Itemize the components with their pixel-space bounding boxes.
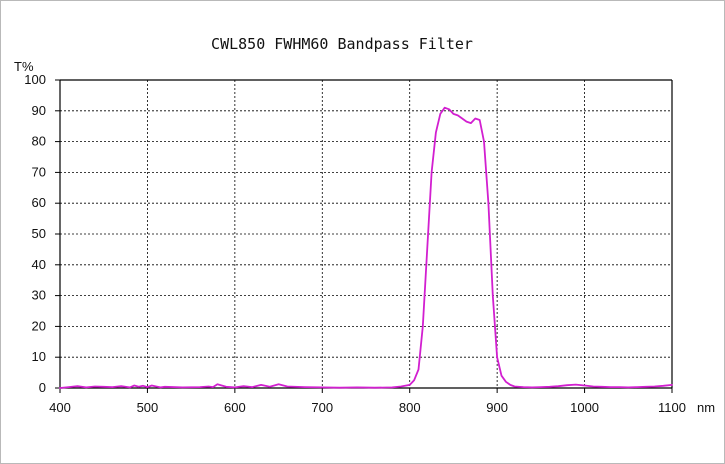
y-tick-label-60: 60: [32, 195, 46, 210]
x-tick-label-600: 600: [224, 400, 246, 415]
series-group: [59, 106, 673, 389]
x-tick-label-800: 800: [399, 400, 421, 415]
y-tick-label-90: 90: [32, 103, 46, 118]
chart-title: CWL850 FWHM60 Bandpass Filter: [211, 35, 473, 53]
series-line-0: [59, 106, 673, 389]
x-tick-label-900: 900: [486, 400, 508, 415]
y-tick-label-100: 100: [24, 72, 46, 87]
y-tick-label-0: 0: [39, 380, 46, 395]
y-tick-label-80: 80: [32, 134, 46, 149]
y-tick-label-70: 70: [32, 164, 46, 179]
y-tick-label-10: 10: [32, 349, 46, 364]
x-tick-label-1000: 1000: [570, 400, 599, 415]
tick-labels: 0 10 20 30 40 50 60 70 80 90 100 400 500 600 700 800 900…: [24, 72, 686, 415]
y-tick-label-30: 30: [32, 288, 46, 303]
x-tick-label-1100: 1100: [658, 400, 686, 415]
x-tick-label-700: 700: [311, 400, 333, 415]
x-tick-label-400: 400: [49, 400, 71, 415]
y-tick-label-50: 50: [32, 226, 46, 241]
x-axis-label: nm: [697, 400, 715, 415]
x-tick-label-500: 500: [137, 400, 159, 415]
y-axis-label: T%: [14, 59, 34, 74]
grid: [55, 79, 673, 393]
y-tick-label-40: 40: [32, 257, 46, 272]
y-tick-label-20: 20: [32, 318, 46, 333]
